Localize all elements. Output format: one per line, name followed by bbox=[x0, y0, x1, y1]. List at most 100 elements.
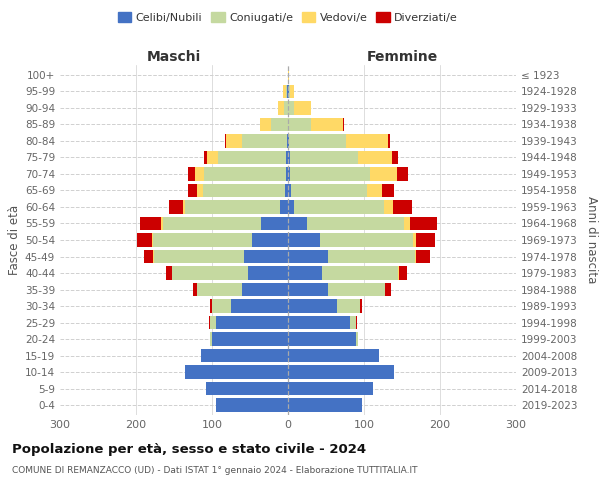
Bar bbox=[172, 266, 248, 280]
Bar bbox=[185, 200, 280, 214]
Bar bbox=[225, 134, 226, 147]
Bar bbox=[200, 349, 288, 362]
Bar bbox=[197, 184, 203, 197]
Bar bbox=[288, 349, 379, 362]
Bar bbox=[399, 266, 407, 280]
Bar bbox=[203, 167, 286, 180]
Bar bbox=[287, 134, 288, 147]
Bar bbox=[231, 300, 288, 313]
Bar bbox=[367, 184, 382, 197]
Bar bbox=[289, 84, 290, 98]
Bar bbox=[140, 216, 161, 230]
Bar bbox=[385, 283, 391, 296]
Bar bbox=[288, 200, 294, 214]
Bar bbox=[388, 134, 390, 147]
Bar bbox=[413, 233, 416, 247]
Bar bbox=[356, 332, 358, 346]
Bar bbox=[288, 283, 328, 296]
Bar bbox=[288, 398, 362, 412]
Bar bbox=[397, 167, 408, 180]
Bar bbox=[278, 101, 284, 114]
Bar bbox=[216, 398, 288, 412]
Bar bbox=[286, 167, 288, 180]
Bar bbox=[415, 250, 416, 264]
Bar bbox=[280, 200, 288, 214]
Bar bbox=[398, 266, 399, 280]
Bar bbox=[311, 118, 343, 131]
Bar bbox=[163, 216, 262, 230]
Bar bbox=[285, 184, 288, 197]
Bar bbox=[288, 300, 337, 313]
Bar bbox=[288, 332, 356, 346]
Text: COMUNE DI REMANZACCO (UD) - Dati ISTAT 1° gennaio 2024 - Elaborazione TUTTITALIA: COMUNE DI REMANZACCO (UD) - Dati ISTAT 1… bbox=[12, 466, 418, 475]
Bar bbox=[154, 250, 244, 264]
Legend: Celibi/Nubili, Coniugati/e, Vedovi/e, Diverziati/e: Celibi/Nubili, Coniugati/e, Vedovi/e, Di… bbox=[113, 8, 463, 27]
Bar bbox=[283, 84, 286, 98]
Bar bbox=[286, 150, 288, 164]
Bar bbox=[193, 283, 197, 296]
Bar bbox=[346, 134, 388, 147]
Bar bbox=[288, 84, 289, 98]
Bar bbox=[286, 84, 287, 98]
Bar bbox=[260, 118, 271, 131]
Bar bbox=[416, 233, 434, 247]
Bar bbox=[209, 316, 210, 330]
Bar bbox=[262, 216, 288, 230]
Bar bbox=[226, 134, 242, 147]
Bar bbox=[216, 316, 288, 330]
Bar bbox=[291, 184, 367, 197]
Bar bbox=[212, 332, 288, 346]
Bar bbox=[287, 84, 288, 98]
Bar bbox=[194, 167, 203, 180]
Bar bbox=[152, 233, 153, 247]
Bar bbox=[271, 118, 288, 131]
Bar bbox=[384, 200, 393, 214]
Bar bbox=[392, 150, 398, 164]
Bar bbox=[153, 233, 251, 247]
Bar bbox=[211, 332, 212, 346]
Bar bbox=[356, 316, 357, 330]
Bar bbox=[161, 216, 163, 230]
Bar bbox=[212, 300, 231, 313]
Bar bbox=[288, 382, 373, 396]
Bar bbox=[183, 200, 185, 214]
Bar bbox=[288, 216, 307, 230]
Bar bbox=[328, 250, 415, 264]
Bar bbox=[320, 233, 413, 247]
Text: Popolazione per età, sesso e stato civile - 2024: Popolazione per età, sesso e stato civil… bbox=[12, 442, 366, 456]
Bar bbox=[337, 300, 360, 313]
Bar bbox=[358, 150, 392, 164]
Bar bbox=[350, 316, 356, 330]
Bar bbox=[290, 84, 294, 98]
Bar bbox=[210, 316, 216, 330]
Bar bbox=[343, 118, 344, 131]
Bar bbox=[244, 250, 288, 264]
Bar bbox=[188, 184, 197, 197]
Bar bbox=[211, 300, 212, 313]
Bar bbox=[288, 68, 289, 82]
Bar bbox=[242, 134, 287, 147]
Bar bbox=[382, 184, 394, 197]
Bar bbox=[288, 366, 394, 379]
Bar bbox=[203, 150, 208, 164]
Bar bbox=[370, 167, 397, 180]
Bar bbox=[288, 134, 289, 147]
Bar bbox=[169, 200, 183, 214]
Bar bbox=[288, 250, 328, 264]
Bar bbox=[206, 382, 288, 396]
Bar bbox=[290, 150, 358, 164]
Bar bbox=[288, 101, 294, 114]
Bar bbox=[197, 283, 242, 296]
Bar bbox=[360, 300, 362, 313]
Bar bbox=[208, 150, 218, 164]
Bar bbox=[137, 233, 152, 247]
Bar bbox=[288, 233, 320, 247]
Bar bbox=[166, 266, 172, 280]
Bar bbox=[288, 118, 311, 131]
Bar bbox=[185, 366, 288, 379]
Bar bbox=[290, 167, 370, 180]
Bar bbox=[328, 283, 385, 296]
Bar bbox=[188, 167, 194, 180]
Bar bbox=[218, 150, 286, 164]
Bar bbox=[145, 250, 154, 264]
